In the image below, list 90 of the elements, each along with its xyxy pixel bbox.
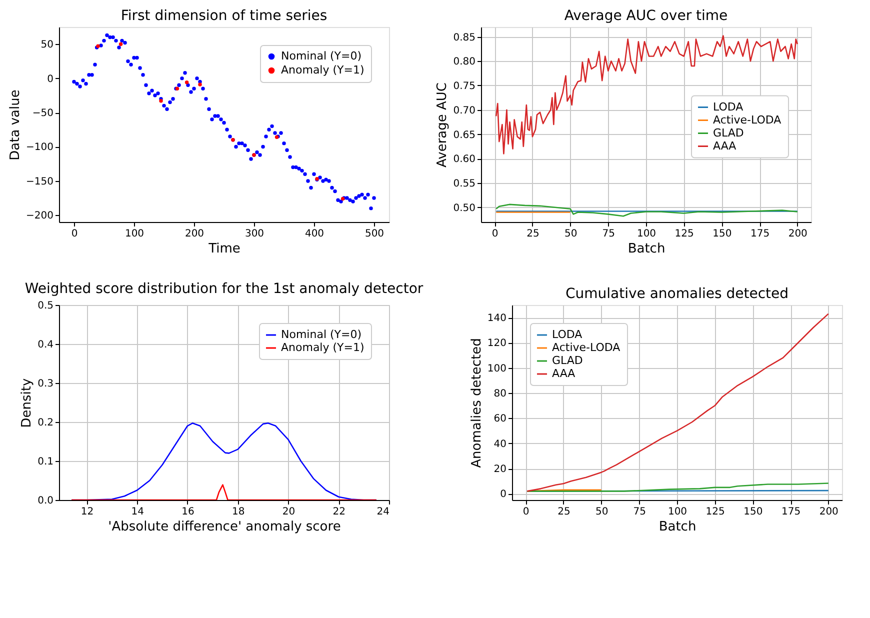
legend-label: AAA <box>552 367 576 380</box>
x-tick-label: 150 <box>712 228 732 240</box>
legend-label: LODA <box>713 100 744 114</box>
legend-label: GLAD <box>552 354 583 367</box>
x-tick-label: 125 <box>674 228 694 240</box>
y-tick-label: 0.2 <box>38 418 54 428</box>
x-tick-label: 20 <box>282 506 296 518</box>
legend-label: Nominal (Y=0) <box>281 328 362 341</box>
x-tick-label: 300 <box>244 228 264 240</box>
legend-label: AAA <box>713 139 737 152</box>
x-tick-label: 16 <box>182 506 194 518</box>
y-tick-label: 0.55 <box>453 178 476 190</box>
line-series <box>526 482 830 492</box>
x-tick-label: 18 <box>232 506 245 518</box>
x-tick-label: 14 <box>131 506 144 518</box>
chart-title: Weighted score distribution for the 1st anomaly detector <box>24 281 424 297</box>
point <box>198 82 202 86</box>
x-tick-label: 500 <box>364 228 384 240</box>
y-tick-label: 0.85 <box>453 32 476 44</box>
point <box>184 80 189 84</box>
x-tick-label: 75 <box>633 506 646 518</box>
x-tick-label: 125 <box>706 506 725 518</box>
y-tick-label: 0.60 <box>453 154 476 166</box>
x-tick-label: 200 <box>819 506 838 518</box>
legend-label: Active-LODA <box>552 341 621 354</box>
legend-label: GLAD <box>713 126 744 140</box>
y-tick-label: 0.70 <box>453 105 476 116</box>
y-tick-label: 50 <box>40 40 54 51</box>
x-axis-title: Batch <box>658 520 696 534</box>
chart-title: Average AUC over time <box>564 8 728 24</box>
x-tick-label: 400 <box>304 228 324 240</box>
x-tick-label: 24 <box>376 506 390 518</box>
x-tick-label: 0 <box>71 228 78 240</box>
y-axis-title: Data value <box>8 90 24 160</box>
y-tick-label: 0.80 <box>453 56 476 68</box>
y-tick-label: 140 <box>487 313 506 324</box>
x-tick-label: 50 <box>595 506 608 518</box>
y-tick-label: 0.75 <box>453 81 476 92</box>
x-tick-label: 75 <box>602 228 616 240</box>
x-tick-label: 22 <box>332 506 346 518</box>
x-tick-label: 175 <box>750 228 770 240</box>
y-axis-title: Density <box>20 378 35 428</box>
y-tick-label: 120 <box>487 338 506 350</box>
x-tick-label: 100 <box>124 228 144 240</box>
y-tick-label: 0.50 <box>453 202 476 214</box>
x-axis-title: Time <box>208 242 240 256</box>
y-tick-label: 80 <box>494 388 506 400</box>
y-tick-label: 0.4 <box>38 340 54 350</box>
x-tick-label: 100 <box>636 228 656 240</box>
x-tick-label: 0 <box>522 506 530 518</box>
x-tick-label: 25 <box>526 228 540 240</box>
line-series <box>526 313 830 492</box>
x-tick-label: 50 <box>564 228 578 240</box>
point <box>118 42 123 46</box>
chart-title: Cumulative anomalies detected <box>565 286 789 302</box>
y-tick-label: 40 <box>494 438 506 450</box>
x-axis-title: 'Absolute difference' anomaly score <box>108 520 341 534</box>
x-tick-label: 25 <box>558 506 570 518</box>
legend-label: Nominal (Y=0) <box>281 50 362 62</box>
x-tick-label: 100 <box>668 506 688 518</box>
y-tick-label: 0.1 <box>38 456 54 468</box>
x-tick-label: 200 <box>788 228 808 240</box>
y-tick-label: 0 <box>47 74 54 85</box>
y-tick-label: −200 <box>26 210 54 222</box>
x-tick-label: 12 <box>80 506 94 518</box>
y-tick-label: −100 <box>26 142 54 154</box>
y-tick-label: 60 <box>494 414 506 425</box>
y-tick-label: −50 <box>32 108 54 120</box>
legend-label: Anomaly (Y=1) <box>281 341 364 354</box>
y-tick-label: 100 <box>487 363 506 374</box>
y-tick-label: 0.5 <box>38 300 54 312</box>
legend-label: Anomaly (Y=1) <box>281 64 364 76</box>
line-series <box>495 35 798 154</box>
y-axis-title: Anomalies detected <box>469 338 484 468</box>
x-tick-label: 175 <box>781 506 801 518</box>
chart-title: First dimension of time series <box>120 8 328 24</box>
x-tick-label: 150 <box>744 506 763 518</box>
y-tick-label: 0.65 <box>453 130 476 141</box>
y-tick-label: 0.3 <box>38 378 54 390</box>
x-axis-title: Batch <box>628 242 666 256</box>
y-tick-label: 20 <box>494 464 506 476</box>
y-tick-label: 0 <box>500 489 506 500</box>
y-tick-label: −150 <box>26 176 54 188</box>
legend-label: LODA <box>552 328 583 341</box>
x-tick-label: 200 <box>184 228 204 240</box>
y-tick-label: 0.0 <box>38 496 54 506</box>
point <box>159 99 163 103</box>
legend-label: Active-LODA <box>713 113 782 126</box>
y-axis-title: Average AUC <box>435 82 450 168</box>
line-series <box>495 204 798 217</box>
